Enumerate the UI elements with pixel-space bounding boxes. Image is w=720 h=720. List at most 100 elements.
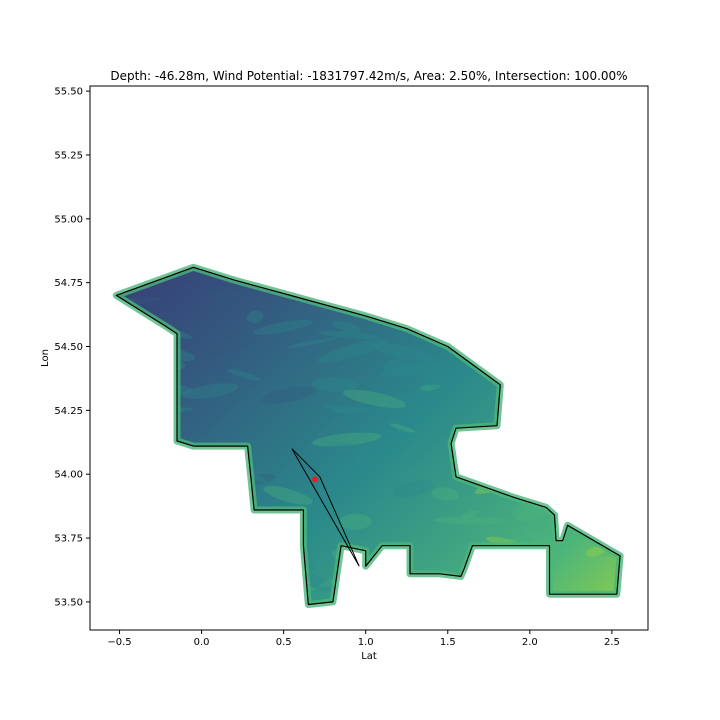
- field-texture-blob: [438, 599, 460, 605]
- chart-title: Depth: -46.28m, Wind Potential: -1831797…: [110, 69, 627, 83]
- x-tick-label: 0.0: [194, 637, 210, 648]
- y-tick-label: 54.50: [54, 342, 83, 353]
- field-texture-blob: [318, 330, 381, 340]
- field-texture-blob: [207, 288, 252, 301]
- field-texture-blob: [325, 441, 381, 453]
- field-texture-blob: [261, 386, 317, 405]
- field-texture-blob: [390, 423, 416, 433]
- field-texture-blob: [515, 366, 555, 375]
- field-texture-blob: [116, 373, 141, 390]
- field-texture-blob: [373, 302, 439, 315]
- field-texture-blob: [349, 247, 383, 266]
- field-texture-blob: [265, 240, 285, 253]
- field-texture-blob: [352, 453, 376, 461]
- x-tick-label: 0.5: [276, 637, 292, 648]
- region-outline: [115, 266, 621, 606]
- field-texture-blob: [125, 461, 160, 476]
- field-texture-blob: [502, 424, 533, 436]
- field-texture-blob: [332, 406, 372, 414]
- field-texture-blob: [495, 312, 533, 325]
- field-texture-blob: [251, 614, 316, 627]
- field-texture-blob: [380, 362, 448, 378]
- field-texture-blob: [130, 581, 184, 600]
- field-texture-blob: [585, 347, 621, 364]
- field-texture-blob: [493, 267, 532, 270]
- field-texture-blob: [132, 425, 151, 437]
- field-texture-blob: [116, 369, 119, 387]
- field-texture-blob: [123, 267, 150, 269]
- field-texture-blob: [253, 319, 312, 335]
- field-texture-blob: [116, 538, 120, 554]
- field-texture-blob: [560, 306, 621, 321]
- field-texture-blob: [501, 335, 556, 357]
- x-tick-label: 2.5: [604, 637, 620, 648]
- field-texture-blob: [317, 339, 388, 364]
- field-texture-blob: [444, 238, 513, 251]
- field-texture-blob: [573, 271, 621, 293]
- field-texture-blob: [392, 480, 434, 498]
- field-texture-blob: [339, 589, 414, 596]
- field-texture-blob: [343, 389, 406, 409]
- selected-point-marker: [311, 476, 318, 483]
- field-texture-blob: [82, 295, 119, 321]
- field-texture-blob: [418, 267, 459, 273]
- field-texture-blob: [572, 273, 613, 281]
- field-texture-blob: [311, 377, 360, 393]
- field-texture-blob: [454, 594, 481, 605]
- y-tick-label: 53.75: [54, 534, 83, 545]
- field-texture-blob: [190, 453, 243, 465]
- field-texture-blob: [137, 551, 192, 564]
- x-axis: −0.5 0.0 0.5 1.0 1.5 2.0 2.5: [107, 630, 620, 648]
- field-texture-blob: [119, 593, 150, 605]
- field-texture-blob: [117, 267, 180, 272]
- field-texture-blob: [442, 280, 509, 298]
- field-texture-blob: [116, 331, 145, 343]
- y-axis-label: Lon: [40, 349, 51, 367]
- field-texture-blob: [434, 267, 480, 271]
- plot-frame: [89, 85, 649, 631]
- field-texture-blob: [65, 613, 119, 630]
- y-tick-label: 54.75: [54, 278, 83, 289]
- x-tick-label: 2.0: [522, 637, 538, 648]
- field-texture-blob: [538, 605, 579, 619]
- field-texture-blob: [149, 528, 187, 536]
- x-axis-label: Lat: [361, 651, 377, 662]
- field-texture-blob: [208, 525, 274, 551]
- field-texture-blob: [419, 384, 442, 391]
- field-texture-blob: [499, 369, 533, 380]
- field-texture-blob: [399, 592, 417, 600]
- field-texture-blob: [565, 600, 605, 605]
- field-texture-blob: [371, 342, 435, 363]
- field-texture-blob: [202, 520, 238, 535]
- field-texture-blob: [116, 472, 118, 480]
- field-texture-blob: [149, 221, 217, 252]
- field-texture-blob: [117, 317, 142, 330]
- y-tick-label: 54.25: [54, 406, 83, 417]
- field-texture-blob: [582, 438, 613, 452]
- y-tick-label: 53.50: [54, 597, 83, 608]
- field-texture-blob: [134, 233, 162, 251]
- x-tick-label: 1.5: [440, 637, 456, 648]
- y-axis: 53.50 53.75 54.00 54.25 54.50 54.75 55.00 55.25…: [54, 87, 90, 608]
- field-texture-blob: [121, 409, 161, 415]
- field-texture-blob: [524, 281, 548, 297]
- field-texture-blob: [585, 546, 606, 557]
- field-texture-blob: [116, 311, 121, 328]
- field-texture-blob: [606, 373, 621, 389]
- field-texture-blob: [601, 358, 621, 370]
- field-texture-blob: [431, 487, 460, 501]
- x-tick-label: 1.0: [358, 637, 374, 648]
- field-texture-blob: [201, 329, 241, 337]
- field-texture-blob: [181, 383, 239, 399]
- y-tick-label: 55.00: [54, 214, 83, 225]
- field-texture-blob: [526, 531, 555, 546]
- field-texture-blob: [116, 533, 181, 552]
- field-texture-blob: [627, 409, 648, 427]
- field-texture-blob: [136, 350, 178, 366]
- field-texture-blob: [433, 516, 505, 525]
- field-texture-blob: [616, 434, 621, 444]
- field-texture-blob: [129, 371, 151, 379]
- field-texture-blob: [485, 357, 504, 368]
- field-texture-blob: [535, 299, 571, 313]
